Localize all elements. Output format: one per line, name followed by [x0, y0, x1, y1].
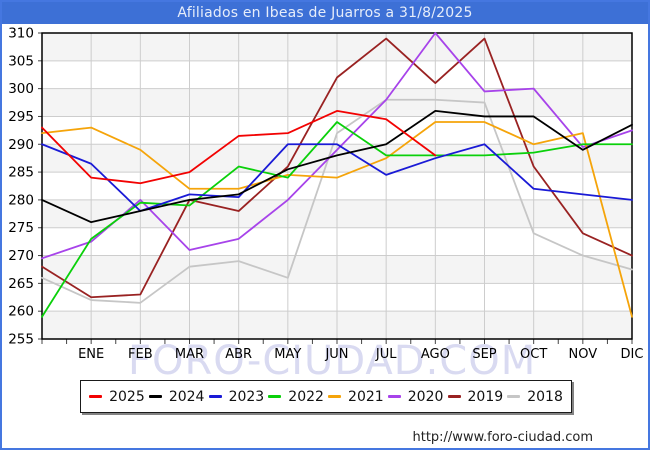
legend-item-2021: 2021	[328, 389, 384, 405]
x-axis-label-may: MAY	[274, 347, 301, 362]
series-line-2024	[41, 109, 633, 224]
legend-swatch-2023	[208, 395, 222, 398]
y-axis-label: 275	[8, 220, 34, 236]
y-axis-label: 270	[8, 248, 34, 264]
y-axis-label: 285	[8, 165, 34, 181]
legend-swatch-2019	[447, 395, 461, 398]
x-axis-label-oct: OCT	[520, 347, 547, 362]
x-axis-label-jun: JUN	[324, 347, 348, 362]
legend-item-2022: 2022	[268, 389, 324, 405]
legend-swatch-2021	[328, 395, 342, 398]
plot-border	[41, 32, 633, 340]
legend-label-2018: 2018	[527, 388, 563, 405]
legend-item-2024: 2024	[148, 388, 205, 405]
y-axis-label: 280	[8, 192, 34, 208]
legend-swatch-2022	[268, 395, 282, 398]
legend-swatch-2020	[387, 395, 401, 398]
series-line-2022	[41, 121, 633, 318]
x-axis-label-mar: MAR	[175, 347, 204, 362]
y-axis-label: 260	[8, 304, 34, 320]
x-axis-label-jul: JUL	[375, 347, 397, 362]
x-axis-label-ago: AGO	[421, 347, 450, 362]
x-axis-label-dic: DIC	[621, 347, 644, 362]
y-axis-label: 305	[8, 53, 34, 69]
legend-swatch-2024	[148, 395, 162, 398]
x-axis-label-ene: ENE	[78, 347, 104, 362]
y-axis-label: 300	[8, 81, 34, 97]
x-axis-label-abr: ABR	[225, 347, 252, 362]
chart-legend: 2025 2024 2023 2022 2021 2020 2019 2018	[80, 380, 572, 413]
legend-item-2018: 2018	[507, 389, 563, 405]
y-axis-label: 295	[8, 109, 34, 125]
legend-label-2025: 2025	[109, 388, 145, 405]
legend-label-2020: 2020	[407, 388, 444, 405]
legend-label-2019: 2019	[467, 388, 504, 405]
legend-item-2023: 2023	[208, 388, 265, 405]
series-line-2025	[41, 109, 437, 185]
watermark-text: FORO-CIUDAD.COM	[128, 338, 537, 384]
x-axis-label-nov: NOV	[569, 347, 598, 362]
legend-label-2022: 2022	[288, 388, 324, 405]
series-line-2018	[41, 98, 633, 304]
legend-item-2025: 2025	[89, 389, 145, 405]
y-axis-label: 265	[8, 276, 34, 292]
x-axis-label-sep: SEP	[472, 347, 496, 362]
legend-item-2019: 2019	[447, 388, 504, 405]
legend-label-2021: 2021	[348, 388, 384, 405]
series-line-2021	[41, 121, 633, 318]
y-axis-label: 290	[8, 137, 34, 153]
legend-label-2024: 2024	[168, 388, 205, 405]
legend-swatch-2018	[507, 395, 521, 398]
legend-label-2023: 2023	[228, 388, 265, 405]
y-axis-label: 310	[8, 26, 34, 42]
series-line-2019	[41, 37, 633, 299]
y-axis-label: 255	[8, 332, 34, 348]
legend-swatch-2025	[89, 395, 103, 398]
chart-title: Afiliados en Ibeas de Juarros a 31/8/202…	[2, 2, 648, 24]
x-axis-label-feb: FEB	[128, 347, 153, 362]
legend-item-2020: 2020	[387, 388, 444, 405]
series-line-2020	[41, 32, 633, 260]
source-url: http://www.foro-ciudad.com	[412, 430, 593, 445]
